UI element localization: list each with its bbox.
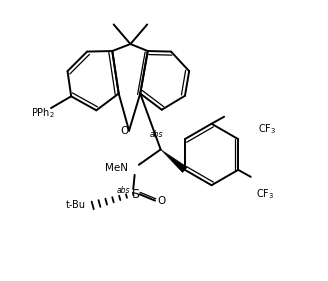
Text: t-Bu: t-Bu bbox=[66, 200, 86, 210]
Text: O: O bbox=[157, 196, 165, 206]
Text: abs: abs bbox=[150, 130, 163, 139]
Text: abs: abs bbox=[116, 186, 130, 195]
Text: CF$_3$: CF$_3$ bbox=[258, 123, 277, 136]
Polygon shape bbox=[161, 149, 187, 173]
Text: S: S bbox=[132, 188, 139, 201]
Text: CF$_3$: CF$_3$ bbox=[256, 187, 274, 201]
Text: O: O bbox=[120, 126, 128, 136]
Text: PPh$_2$: PPh$_2$ bbox=[31, 106, 54, 120]
Text: MeN: MeN bbox=[105, 164, 128, 173]
